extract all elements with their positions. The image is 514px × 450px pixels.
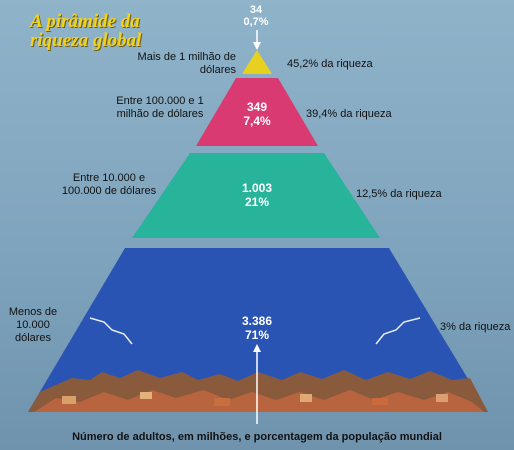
- tier-3-values: 1.003 21%: [227, 181, 287, 209]
- tier-2-share: 7,4%: [243, 114, 271, 128]
- tier-top-shape: [242, 50, 272, 74]
- tier-top-share: 0,7%: [243, 16, 269, 28]
- base-arrow-head: [253, 344, 261, 352]
- tier-2-range: Entre 100.000 e 1 milhão de dólares: [116, 95, 204, 120]
- tier-top-wealth: 45,2% da riqueza: [287, 58, 373, 70]
- tier-3-adults: 1.003: [241, 181, 273, 195]
- tier-base-range: Menos de 10.000 dólares: [8, 306, 58, 344]
- page-title: A pirâmide da riqueza global: [30, 11, 142, 51]
- tier-base-share: 71%: [244, 328, 270, 342]
- tier-3-shape: [132, 153, 380, 238]
- tier-base-wealth: 3% da riqueza: [440, 321, 511, 333]
- tier-3-range: Entre 10.000 e 100.000 de dólares: [61, 172, 157, 197]
- tier-2-adults: 349: [246, 100, 268, 114]
- crack-right: [375, 317, 421, 345]
- tier-3-wealth: 12,5% da riqueza: [356, 188, 442, 200]
- tier-top-values: 34 0,7%: [236, 4, 276, 28]
- tier-top-adults: 34: [249, 4, 263, 16]
- tier-base-values: 3.386 71%: [227, 314, 287, 342]
- crack-left: [89, 317, 133, 345]
- tier-2-shape: [196, 78, 318, 146]
- footer-caption: Número de adultos, em milhões, e porcent…: [72, 431, 442, 443]
- tier-3-share: 21%: [244, 195, 270, 209]
- tier-2-values: 349 7,4%: [227, 100, 287, 128]
- tier-base-shape: [28, 248, 488, 412]
- tier-2-wealth: 39,4% da riqueza: [306, 108, 392, 120]
- tier-base-adults: 3.386: [241, 314, 273, 328]
- tier-top-range: Mais de 1 milhão de dólares: [137, 51, 236, 76]
- rubble-decoration: [28, 370, 488, 412]
- top-arrow-head: [253, 42, 261, 50]
